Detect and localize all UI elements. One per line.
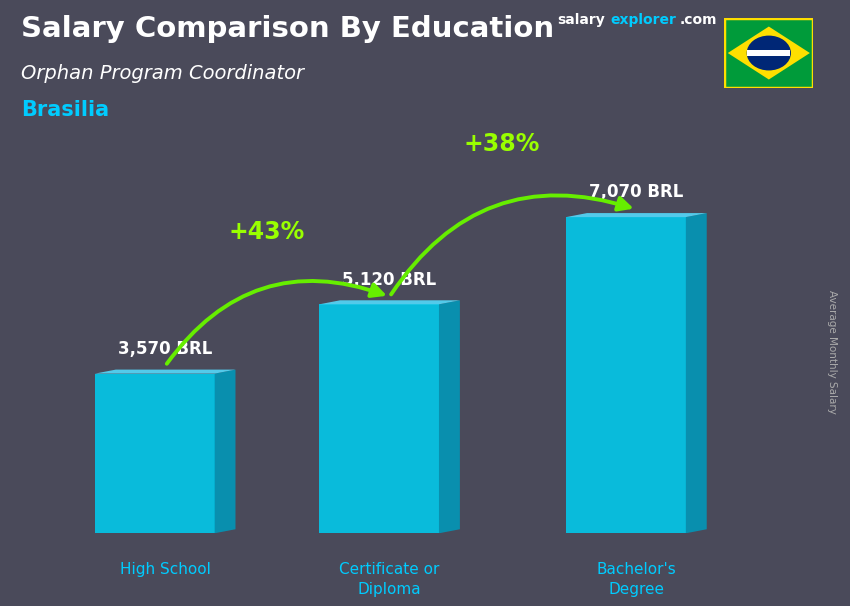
Text: salary: salary [557,13,604,27]
Text: .com: .com [680,13,717,27]
Text: +38%: +38% [463,132,540,156]
Text: Certificate or
Diploma: Certificate or Diploma [339,562,439,597]
Text: High School: High School [120,562,211,578]
Text: 7,070 BRL: 7,070 BRL [589,184,683,201]
Polygon shape [566,217,686,533]
Text: 3,570 BRL: 3,570 BRL [118,340,212,358]
Circle shape [747,36,790,70]
Text: Salary Comparison By Education: Salary Comparison By Education [21,15,554,43]
Text: +43%: +43% [228,219,304,244]
Polygon shape [320,301,460,304]
Text: Brasilia: Brasilia [21,100,110,120]
Text: Orphan Program Coordinator: Orphan Program Coordinator [21,64,304,82]
Polygon shape [214,370,235,533]
Polygon shape [320,304,439,533]
Text: 5,120 BRL: 5,120 BRL [343,271,437,288]
Polygon shape [747,50,790,56]
Polygon shape [439,301,460,533]
Polygon shape [95,374,214,533]
Text: Bachelor's
Degree: Bachelor's Degree [597,562,677,597]
Text: explorer: explorer [610,13,676,27]
Polygon shape [728,27,810,79]
Polygon shape [566,213,706,217]
Text: Average Monthly Salary: Average Monthly Salary [827,290,837,413]
Polygon shape [95,370,235,374]
Polygon shape [686,213,706,533]
